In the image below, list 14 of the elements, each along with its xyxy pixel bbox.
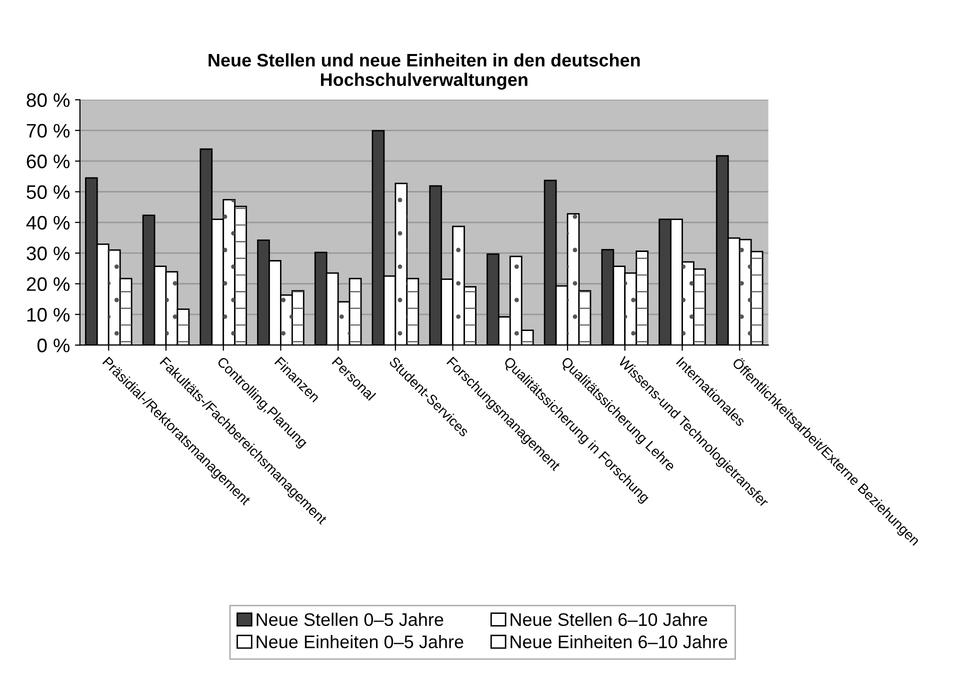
chart-title: Neue Stellen und neue Einheiten in den deutschen Hochschulverwaltungen bbox=[208, 53, 640, 90]
legend-label: Neue Einheiten 0–5 Jahre bbox=[256, 634, 464, 648]
y-tick-label: 40 % bbox=[26, 216, 70, 230]
legend-label: Neue Stellen 0–5 Jahre bbox=[256, 612, 444, 626]
y-tick-label: 70 % bbox=[26, 124, 70, 138]
legend-label: Neue Einheiten 6–10 Jahre bbox=[510, 634, 728, 648]
y-tick-label: 10 % bbox=[27, 308, 70, 322]
y-tick-label: 80 % bbox=[26, 93, 70, 107]
y-tick-label: 50 % bbox=[26, 185, 70, 199]
y-tick-label: 30 % bbox=[26, 246, 70, 260]
y-tick-label: 60 % bbox=[26, 154, 70, 168]
legend-label: Neue Stellen 6–10 Jahre bbox=[510, 612, 708, 626]
y-tick-label: 0 % bbox=[37, 338, 70, 352]
y-tick-label: 20 % bbox=[26, 277, 70, 291]
